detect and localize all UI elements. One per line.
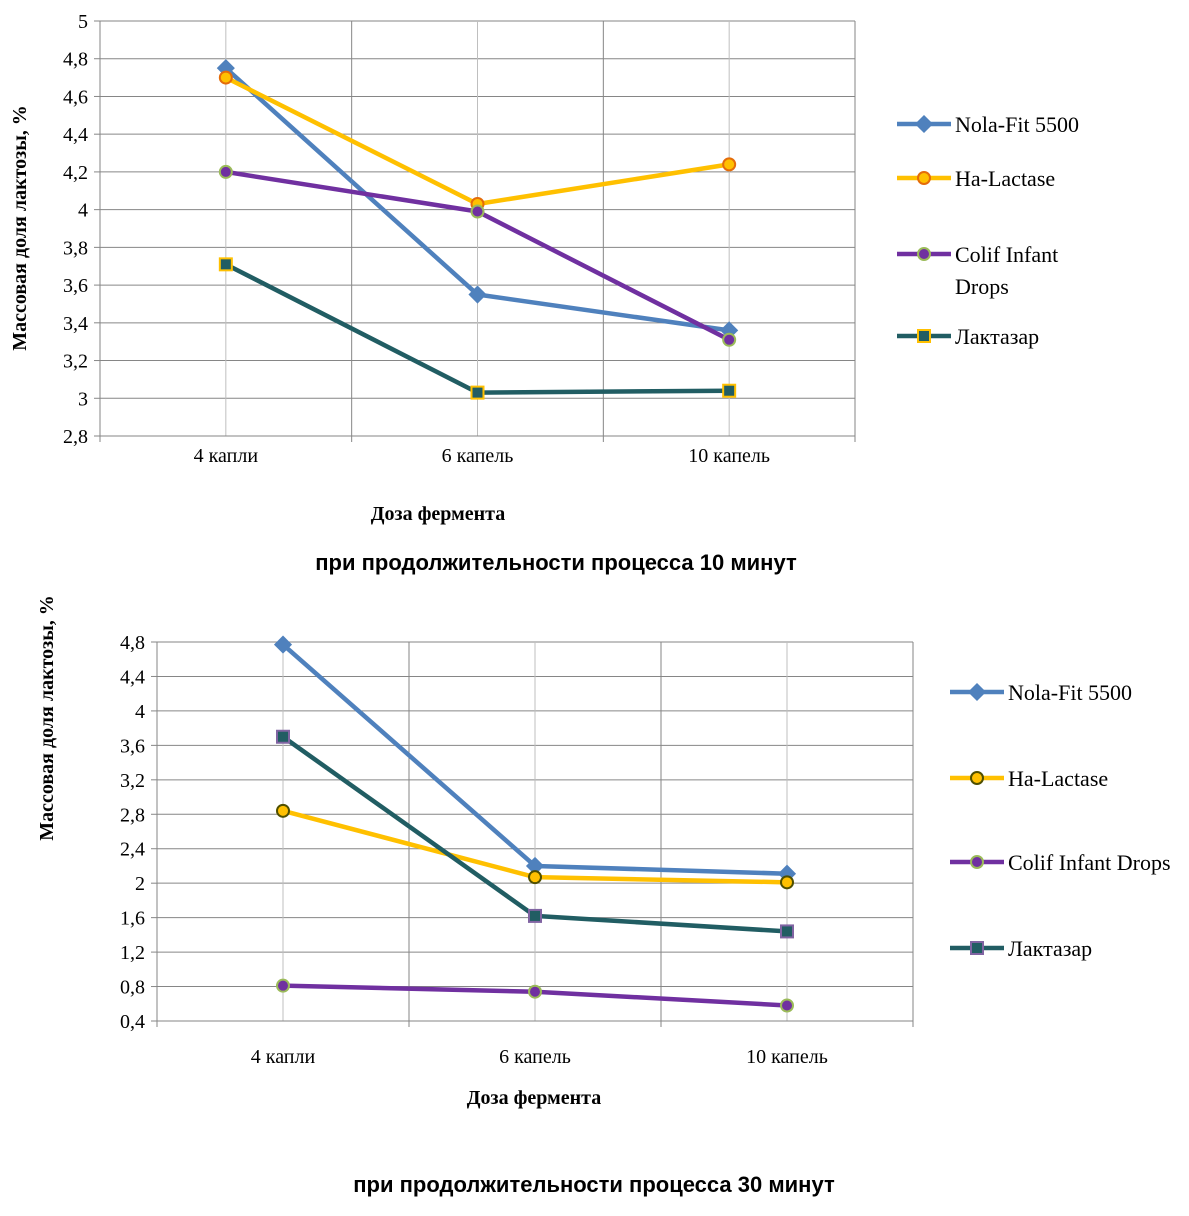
y-axis-title: Массовая доля лактозы, %: [36, 595, 58, 841]
y-tick-label: 3,4: [63, 313, 88, 335]
data-point: [218, 257, 233, 272]
y-tick-label: 1,6: [120, 908, 145, 930]
data-point: [276, 803, 290, 818]
y-tick-label: 1,2: [120, 942, 145, 964]
y-axis-title: Массовая доля лактозы, %: [9, 105, 31, 351]
data-point: [528, 984, 542, 999]
legend-label: Лактазар: [955, 324, 1039, 349]
x-axis-title: Доза фермента: [371, 503, 505, 525]
y-tick-label: 4,8: [63, 49, 88, 71]
x-axis-title: Доза фермента: [467, 1087, 601, 1109]
x-tick-label: 4 капли: [194, 445, 259, 467]
y-tick-label: 4,4: [63, 124, 88, 146]
y-tick-label: 0,8: [120, 977, 145, 999]
legend-label: Drops: [955, 274, 1009, 299]
y-tick-label: 3,8: [63, 237, 88, 259]
y-tick-label: 4,2: [63, 162, 88, 184]
y-tick-label: 3,2: [120, 770, 145, 792]
data-point: [780, 875, 794, 890]
chart-30-minutes: 0,4 0,8 1,2 1,6 2 2,4 2,8 3,2 3,6 4 4,4 4,8 4 капли 6…: [36, 595, 1171, 1197]
data-point: [218, 164, 233, 179]
legend-marker: [914, 114, 934, 134]
data-point: [528, 870, 542, 885]
x-tick-label: 10 капель: [746, 1046, 828, 1068]
y-tick-label: 2,8: [120, 804, 145, 826]
data-point: [780, 924, 794, 939]
legend-marker: [970, 771, 984, 785]
legend-label: Colif Infant Drops: [1008, 850, 1171, 875]
y-tick-label: 0,4: [120, 1011, 145, 1033]
y-tick-label: 4,6: [63, 86, 88, 108]
data-point: [276, 729, 290, 744]
data-point: [273, 635, 293, 654]
y-tick-label: 3,2: [63, 351, 88, 373]
legend-marker: [970, 855, 984, 869]
data-point: [218, 70, 233, 85]
legend-marker: [970, 941, 984, 955]
chart-caption: при продолжительности процесса 30 минут: [353, 1172, 835, 1197]
data-point: [470, 204, 485, 219]
legend-marker: [917, 329, 931, 343]
data-point: [470, 385, 485, 400]
y-tick-label: 5: [78, 11, 88, 33]
y-tick-label: 3,6: [120, 735, 145, 757]
y-tick-label: 4: [135, 701, 145, 723]
legend-label: Лактазар: [1008, 936, 1092, 961]
data-point: [276, 978, 290, 993]
y-tick-label: 3: [78, 388, 88, 410]
data-point: [528, 908, 542, 923]
legend-label: Nola-Fit 5500: [1008, 680, 1132, 705]
data-point: [468, 285, 487, 304]
legend-label: Colif Infant: [955, 242, 1058, 267]
y-tick-label: 2,4: [120, 839, 145, 861]
legend-marker: [917, 247, 931, 261]
legend-label: Ha-Lactase: [1008, 766, 1108, 791]
y-tick-label: 4,4: [120, 666, 145, 688]
x-tick-label: 4 капли: [251, 1046, 316, 1068]
x-tick-label: 6 капель: [442, 445, 514, 467]
data-point: [722, 332, 737, 347]
y-tick-label: 2: [135, 873, 145, 895]
y-tick-label: 3,6: [63, 275, 88, 297]
legend-label: Ha-Lactase: [955, 166, 1055, 191]
x-tick-label: 10 капель: [688, 445, 770, 467]
chart-10-minutes: 2,8 3 3,2 3,4 3,6 3,8 4 4,2 4,4 4,6 4,8 5 4 капли 6 к…: [9, 11, 1079, 575]
chart-caption: при продолжительности процесса 10 минут: [315, 550, 797, 575]
data-point: [722, 383, 737, 398]
legend-marker: [967, 682, 987, 702]
x-tick-label: 6 капель: [499, 1046, 571, 1068]
data-point: [780, 998, 794, 1013]
data-point: [722, 157, 737, 172]
legend-marker: [917, 171, 931, 185]
y-tick-label: 4,8: [120, 632, 145, 654]
y-tick-label: 2,8: [63, 426, 88, 448]
legend-label: Nola-Fit 5500: [955, 112, 1079, 137]
y-tick-label: 4: [78, 200, 88, 222]
